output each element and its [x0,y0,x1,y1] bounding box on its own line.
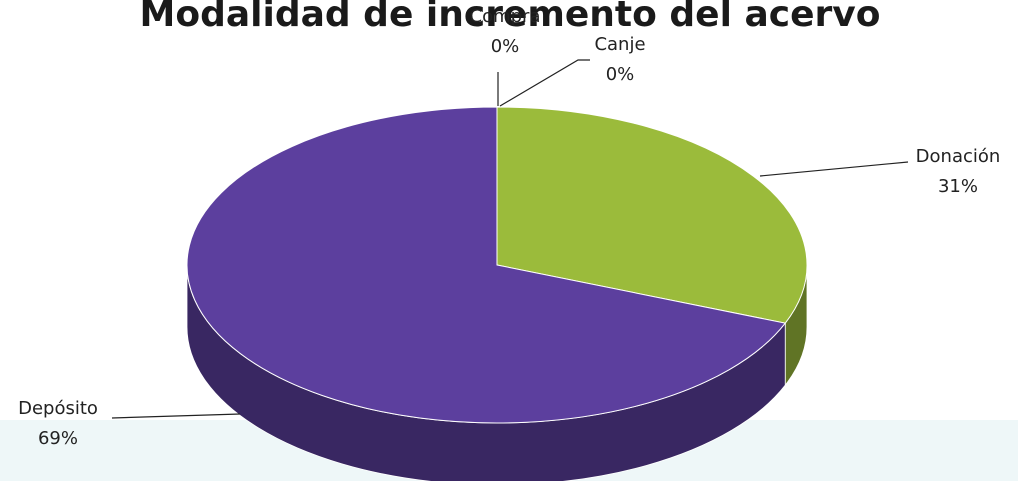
slice-label: Depósito [18,398,98,419]
slice-label: Canje [594,34,645,55]
slice [186,106,787,424]
slice-label: Donación [916,146,1001,167]
leader-line [111,413,241,419]
slice-label: Compra [470,6,541,27]
leader-line [499,59,590,107]
slice-value-label: 31% [938,176,978,197]
chart-title: Modalidad de incremento del acervo [140,0,881,35]
slice-value-label: 69% [38,428,78,449]
slice [496,106,808,324]
slice-value-label: 0% [606,64,635,85]
leader-line [759,161,909,177]
slice-value-label: 0% [491,36,520,57]
